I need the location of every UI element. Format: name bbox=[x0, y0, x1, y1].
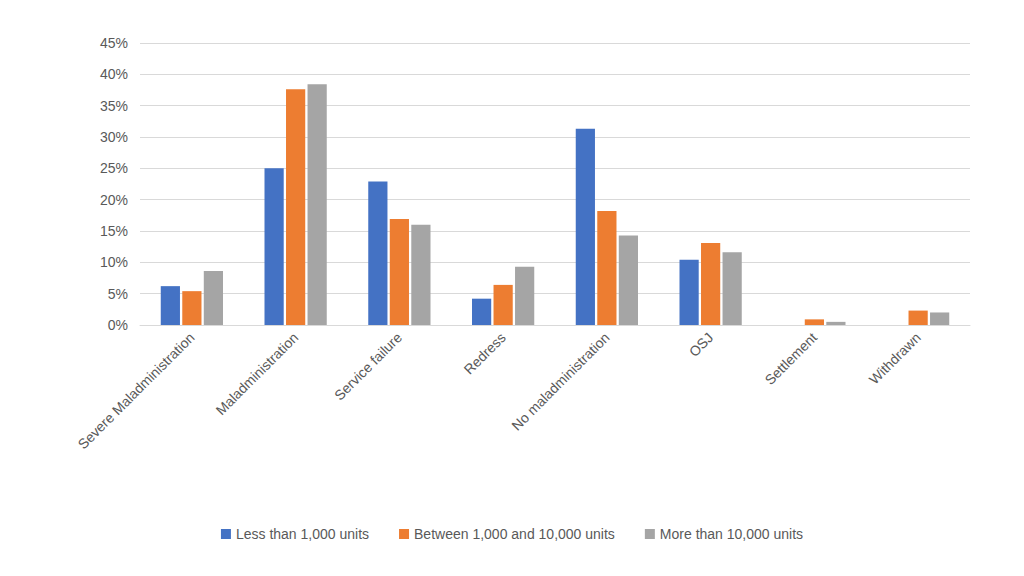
svg-text:15%: 15% bbox=[100, 223, 128, 239]
svg-text:Severe Maladministration: Severe Maladministration bbox=[75, 329, 198, 452]
svg-text:30%: 30% bbox=[100, 129, 128, 145]
svg-text:20%: 20% bbox=[100, 192, 128, 208]
svg-text:45%: 45% bbox=[100, 35, 128, 51]
svg-text:40%: 40% bbox=[100, 66, 128, 82]
svg-text:OSJ: OSJ bbox=[686, 329, 717, 360]
svg-text:Less than 1,000 units: Less than 1,000 units bbox=[236, 526, 369, 542]
svg-text:Between 1,000 and 10,000 units: Between 1,000 and 10,000 units bbox=[414, 526, 615, 542]
svg-text:35%: 35% bbox=[100, 98, 128, 114]
svg-text:25%: 25% bbox=[100, 160, 128, 176]
svg-text:More than 10,000 units: More than 10,000 units bbox=[660, 526, 803, 542]
svg-text:Redress: Redress bbox=[461, 329, 509, 377]
svg-text:Service failure: Service failure bbox=[331, 329, 405, 403]
svg-text:Withdrawn: Withdrawn bbox=[866, 329, 924, 387]
svg-text:No maladministration: No maladministration bbox=[508, 329, 612, 433]
svg-text:10%: 10% bbox=[100, 254, 128, 270]
svg-text:Settlement: Settlement bbox=[761, 329, 820, 388]
svg-text:5%: 5% bbox=[108, 286, 128, 302]
svg-text:0%: 0% bbox=[108, 317, 128, 333]
svg-text:Maladministration: Maladministration bbox=[212, 329, 301, 418]
